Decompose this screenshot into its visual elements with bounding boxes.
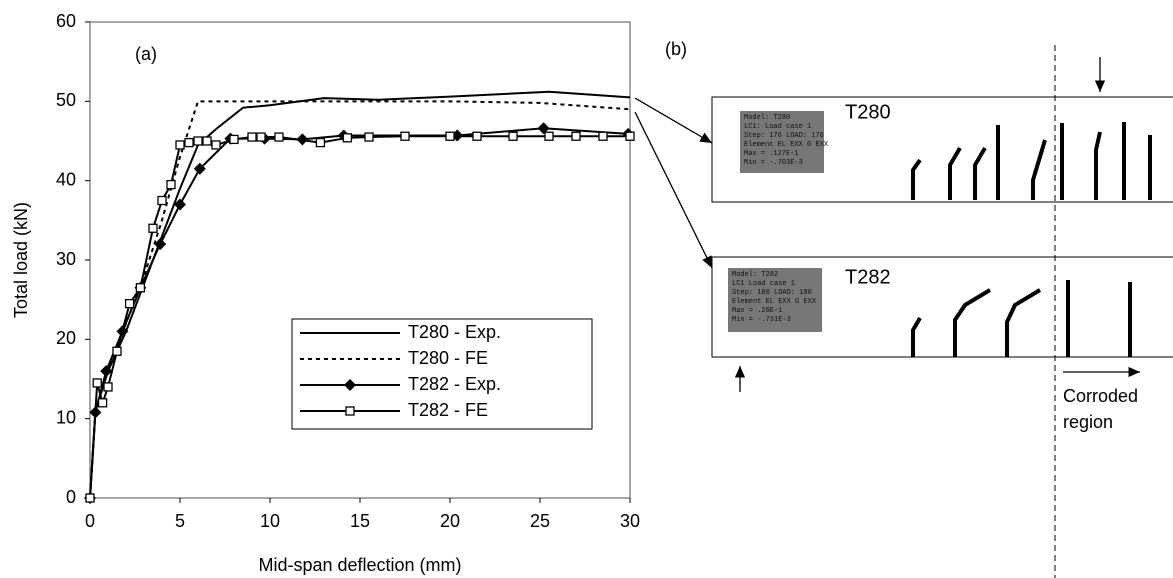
figure: (a) (b) Mid-span deflection (mm) Total l…: [0, 0, 1173, 578]
marker: [275, 133, 283, 141]
y-tick-label: 0: [66, 487, 76, 507]
marker: [509, 132, 517, 140]
x-tick-label: 0: [85, 511, 95, 531]
marker: [167, 181, 175, 189]
info-text: LC1 Load case 1: [732, 280, 795, 288]
marker: [99, 399, 107, 407]
info-text: LC1: Load case 1: [744, 123, 811, 131]
marker: [473, 132, 481, 140]
legend-label: T280 - Exp.: [408, 322, 501, 342]
marker: [572, 132, 580, 140]
marker: [230, 135, 238, 143]
panel-title: T280: [845, 101, 891, 123]
x-tick-label: 15: [350, 511, 370, 531]
marker: [113, 347, 121, 355]
info-text: Max = .26E-1: [732, 307, 782, 315]
info-text: Step: 176 LOAD: 176: [744, 132, 824, 140]
marker: [136, 284, 144, 292]
marker: [343, 134, 351, 142]
series-line: [90, 92, 630, 498]
region-label: Corroded: [1063, 386, 1138, 406]
info-text: Max = .127E-1: [744, 150, 799, 158]
marker: [212, 141, 220, 149]
y-tick-label: 20: [56, 328, 76, 348]
marker: [149, 224, 157, 232]
marker: [86, 494, 94, 502]
marker: [545, 132, 553, 140]
x-tick-label: 30: [620, 511, 640, 531]
series-line: [90, 101, 630, 498]
info-text: Min = -.731E-3: [732, 316, 791, 324]
diagram: T280 T282 Corroded region: [635, 45, 1173, 578]
x-tick-label: 25: [530, 511, 550, 531]
info-text: Step: 180 LOAD: 180: [732, 289, 812, 297]
legend-label: T280 - FE: [408, 348, 488, 368]
marker: [626, 132, 634, 140]
x-tick-label: 10: [260, 511, 280, 531]
legend-marker: [346, 407, 354, 415]
marker: [176, 141, 184, 149]
marker: [257, 133, 265, 141]
marker: [126, 300, 134, 308]
legend-label: T282 - Exp.: [408, 374, 501, 394]
marker: [194, 137, 202, 145]
marker: [365, 133, 373, 141]
y-tick-label: 30: [56, 249, 76, 269]
marker: [104, 383, 112, 391]
x-tick-label: 20: [440, 511, 460, 531]
info-text: Element EL EXX G EXX: [732, 298, 817, 306]
marker: [158, 197, 166, 205]
panel-label: (b): [665, 39, 687, 59]
marker: [446, 132, 454, 140]
y-axis-label: Total load (kN): [11, 202, 31, 318]
marker: [316, 139, 324, 147]
panel-title: T282: [845, 266, 891, 288]
marker: [599, 132, 607, 140]
x-axis-label: Mid-span deflection (mm): [258, 555, 461, 575]
info-text: Model: T282: [732, 271, 778, 279]
marker: [93, 379, 101, 387]
marker: [154, 238, 166, 250]
marker: [401, 132, 409, 140]
marker: [185, 139, 193, 147]
arrow: [635, 112, 712, 268]
y-tick-label: 40: [56, 169, 76, 189]
region-label: region: [1063, 412, 1113, 432]
x-tick-label: 5: [175, 511, 185, 531]
legend-label: T282 - FE: [408, 400, 488, 420]
marker: [203, 137, 211, 145]
panel-label: (a): [135, 44, 157, 64]
info-text: Model: T280: [744, 114, 790, 122]
y-tick-label: 60: [56, 11, 76, 31]
marker: [248, 133, 256, 141]
info-text: Min = -.703E-3: [744, 159, 803, 167]
y-tick-label: 50: [56, 90, 76, 110]
info-text: Element EL EXX G EXX: [744, 141, 829, 149]
y-tick-label: 10: [56, 407, 76, 427]
